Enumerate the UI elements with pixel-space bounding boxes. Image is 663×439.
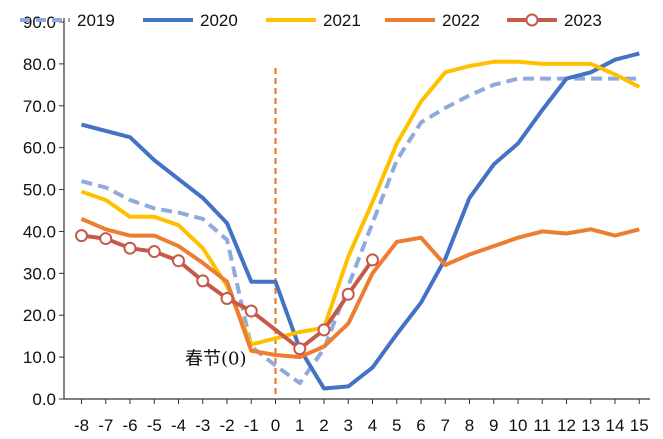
x-tick-label: 6 — [416, 416, 425, 435]
data-point-2023 — [341, 287, 355, 301]
series-line-2021 — [80, 59, 641, 347]
series-2023 — [75, 229, 379, 356]
chart-series — [75, 51, 641, 391]
data-point-2023 — [196, 274, 210, 288]
x-tick-label: 3 — [344, 416, 353, 435]
x-tick-label: -1 — [244, 416, 259, 435]
series-line-2022 — [80, 217, 640, 360]
x-tick-label: 7 — [441, 416, 450, 435]
x-tick-label: 0 — [271, 416, 280, 435]
legend-label: 2021 — [323, 11, 361, 30]
data-point-2023 — [172, 254, 185, 268]
legend-label: 2023 — [564, 11, 602, 30]
x-tick-label: -4 — [171, 416, 186, 435]
series-2020 — [80, 51, 640, 391]
x-tick-label: 10 — [509, 416, 528, 435]
y-tick-label: 0.0 — [32, 390, 56, 409]
legend-item-2019: 2019 — [20, 11, 115, 30]
x-tick-label: 1 — [295, 416, 304, 435]
x-tick-label: 9 — [489, 416, 498, 435]
y-axis-ticks: 0.0 10.0 20.0 30.0 40.0 50.0 60.0 70.0 80.0 90.0 — [23, 13, 64, 409]
data-point-2023 — [99, 232, 113, 246]
series-line-2020 — [80, 51, 640, 391]
x-tick-label: -7 — [98, 416, 113, 435]
y-tick-label: 70.0 — [23, 97, 56, 116]
y-tick-label: 90.0 — [23, 13, 56, 32]
x-tick-label: 8 — [465, 416, 474, 435]
legend-item-2023: 2023 — [507, 11, 602, 30]
y-tick-label: 20.0 — [23, 306, 56, 325]
data-point-2023 — [147, 245, 161, 259]
series-2022 — [80, 217, 640, 360]
chart-legend: 2019 2020 2021 2022 2023 — [20, 11, 602, 30]
y-tick-label: 50.0 — [23, 181, 56, 200]
legend-item-2022: 2022 — [385, 11, 480, 30]
data-point-2023 — [123, 241, 137, 255]
legend-item-2021: 2021 — [266, 11, 361, 30]
data-point-2023 — [317, 323, 331, 337]
x-tick-label: -3 — [195, 416, 210, 435]
data-point-2023 — [220, 291, 234, 305]
y-tick-label: 10.0 — [23, 348, 56, 367]
data-point-2023 — [244, 304, 258, 318]
x-tick-label: 5 — [392, 416, 401, 435]
chart-annotation: 春节(0) — [185, 348, 247, 369]
x-tick-label: -5 — [147, 416, 162, 435]
x-axis-ticks: -8 -7 -6 -5 -4 -3 -2 -1 0 1 2 3 4 5 6 7 8 9 10 11 12 13 14 15 — [74, 399, 649, 435]
y-tick-label: 60.0 — [23, 139, 56, 158]
x-tick-label: 4 — [368, 416, 377, 435]
legend-label: 2020 — [200, 11, 238, 30]
series-line-2019 — [80, 76, 640, 386]
spring-festival-label: 春节(0) — [185, 348, 247, 369]
data-point-2023 — [75, 229, 88, 243]
legend-label: 2019 — [77, 11, 115, 30]
legend-marker — [525, 13, 539, 27]
x-tick-label: -6 — [122, 416, 137, 435]
x-tick-label: 15 — [630, 416, 649, 435]
y-tick-label: 80.0 — [23, 55, 56, 74]
data-point-2023 — [293, 342, 307, 356]
series-2021 — [80, 59, 641, 347]
y-tick-label: 40.0 — [23, 222, 56, 241]
x-tick-label: -8 — [74, 416, 89, 435]
y-tick-label: 30.0 — [23, 264, 56, 283]
legend-item-2020: 2020 — [143, 11, 238, 30]
data-point-2023 — [366, 253, 379, 267]
x-tick-label: 11 — [533, 416, 551, 435]
series-2019 — [80, 76, 640, 386]
chart-axes — [63, 18, 650, 400]
x-tick-label: 12 — [557, 416, 576, 435]
x-tick-label: 14 — [606, 416, 625, 435]
legend-label: 2022 — [442, 11, 480, 30]
x-tick-label: 2 — [319, 416, 328, 435]
x-tick-label: -2 — [219, 416, 234, 435]
x-tick-label: 13 — [581, 416, 600, 435]
